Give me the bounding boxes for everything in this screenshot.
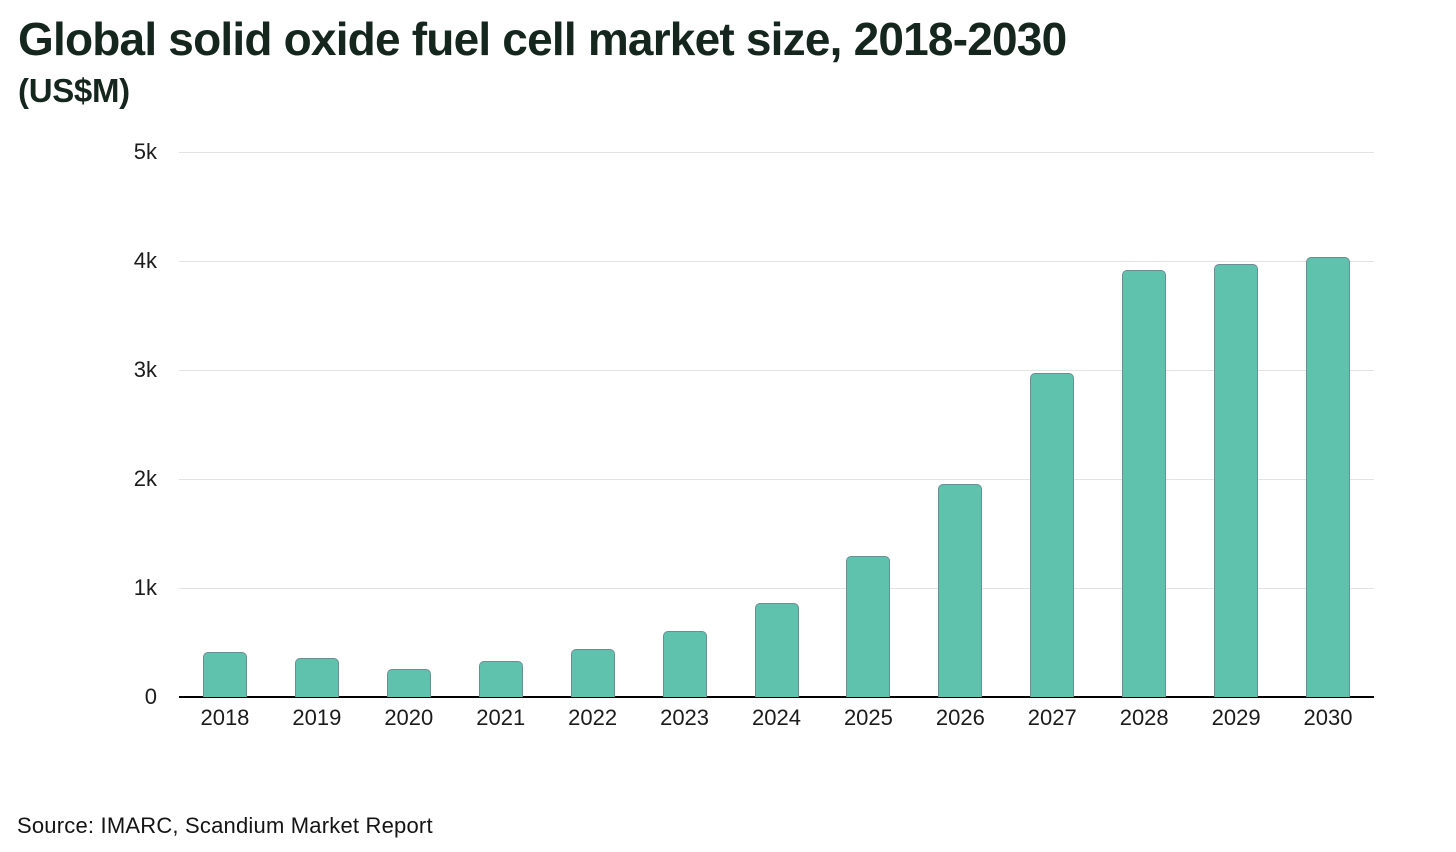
gridline-3k [179, 370, 1374, 371]
bar-2025 [846, 556, 891, 697]
y-tick-label-0: 0 [144, 684, 157, 709]
chart-subtitle: (US$M) [18, 72, 130, 109]
bar-chart-plot-area: 0 1k 2k 3k 4k 5k 2018 2019 2020 2021 2022 2023 2024 2… [134, 139, 1374, 730]
bar-2030 [1306, 257, 1351, 697]
source-note: Source: IMARC, Scandium Market Report [17, 813, 433, 838]
x-axis-line [179, 696, 1374, 698]
x-tick-label-2019: 2019 [292, 705, 342, 730]
x-tick-label-2026: 2026 [935, 705, 985, 730]
chart-title: Global solid oxide fuel cell market size… [18, 13, 1067, 65]
y-tick-label-5k: 5k [133, 139, 157, 164]
x-tick-label-2018: 2018 [200, 705, 250, 730]
y-tick-label-2k: 2k [133, 466, 157, 491]
bar-2024 [754, 603, 799, 697]
bar-2020 [386, 669, 431, 697]
x-tick-label-2025: 2025 [843, 705, 893, 730]
x-tick-label-2022: 2022 [568, 705, 618, 730]
bar-2019 [294, 658, 339, 697]
y-tick-label-1k: 1k [133, 575, 157, 600]
bar-2021 [478, 661, 523, 697]
x-tick-label-2027: 2027 [1027, 705, 1077, 730]
gridline-1k [179, 588, 1374, 589]
x-tick-label-2028: 2028 [1119, 705, 1169, 730]
y-tick-label-3k: 3k [133, 357, 157, 382]
gridline-2k [179, 479, 1374, 480]
x-tick-label-2020: 2020 [384, 705, 434, 730]
bar-2028 [1122, 270, 1167, 697]
gridline-4k [179, 261, 1374, 262]
x-tick-label-2024: 2024 [752, 705, 801, 730]
bar-2023 [662, 631, 707, 697]
bar-2026 [938, 484, 983, 697]
bar-2027 [1030, 373, 1075, 697]
gridline-5k [179, 152, 1374, 153]
y-tick-label-4k: 4k [133, 248, 157, 273]
x-tick-label-2030: 2030 [1303, 705, 1353, 730]
x-tick-label-2029: 2029 [1211, 705, 1261, 730]
x-tick-label-2021: 2021 [476, 705, 526, 730]
bar-2018 [202, 652, 247, 697]
bar-2029 [1214, 264, 1259, 697]
bar-2022 [570, 649, 615, 697]
x-tick-label-2023: 2023 [660, 705, 710, 730]
